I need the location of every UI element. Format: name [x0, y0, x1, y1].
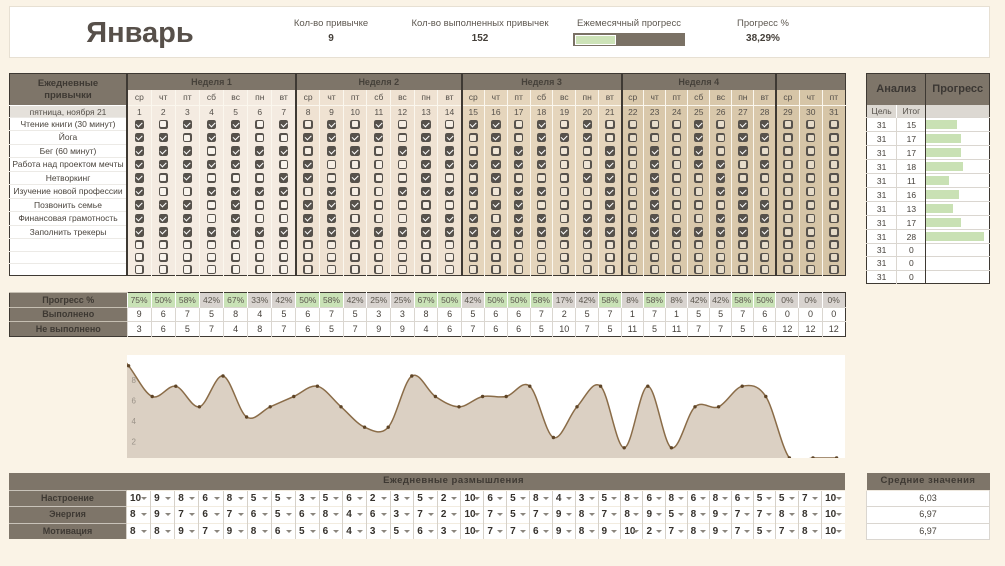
svg-text:4: 4 [132, 417, 137, 426]
svg-text:8: 8 [132, 376, 137, 385]
svg-text:6: 6 [132, 396, 137, 405]
svg-text:2: 2 [132, 437, 137, 446]
